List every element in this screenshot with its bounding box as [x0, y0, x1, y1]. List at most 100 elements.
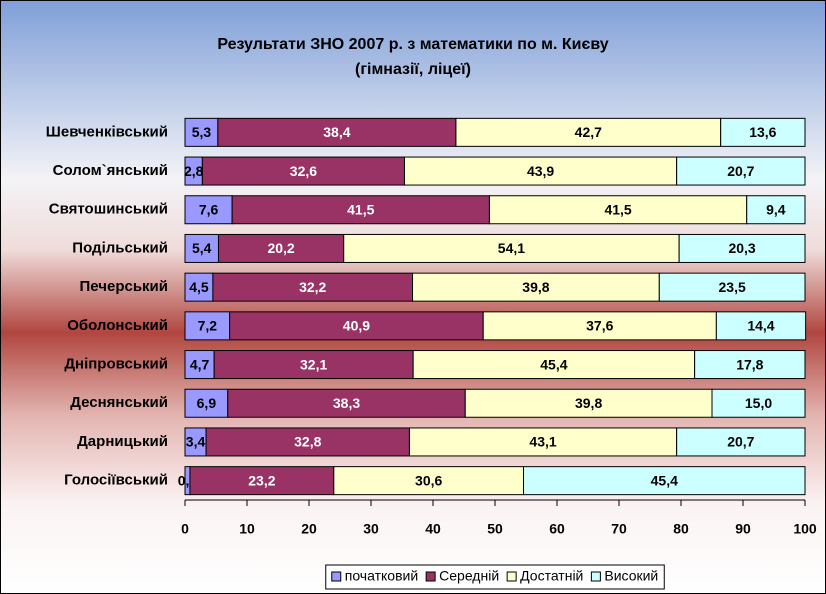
bar-segment: [711, 388, 806, 418]
data-label: 6,9: [197, 395, 217, 411]
legend: початковий Середній Достатній Високий: [325, 564, 665, 590]
bar-segment: [184, 233, 219, 263]
x-tick-label: 30: [363, 521, 379, 537]
x-tick-label: 60: [549, 521, 565, 537]
bar-segment: [229, 311, 484, 341]
data-label: 32,8: [294, 434, 321, 450]
legend-label: початковий: [345, 568, 418, 584]
bar-segment: [343, 233, 680, 263]
legend-box: [325, 564, 665, 590]
bar-segment: [715, 311, 807, 341]
bar-segment: [217, 117, 457, 147]
bar-segment: [464, 388, 713, 418]
x-tick-label: 50: [487, 521, 503, 537]
data-label: 14,4: [747, 318, 774, 334]
bar-segment: [488, 195, 748, 225]
data-label: 7,2: [198, 318, 218, 334]
data-label: 39,8: [522, 279, 549, 295]
y-tick-label: Подільський: [72, 239, 168, 256]
data-label: 20,3: [728, 240, 755, 256]
x-tick-label: 20: [301, 521, 317, 537]
x-tick-label: 80: [673, 521, 689, 537]
x-tick-label: 10: [239, 521, 255, 537]
x-tick-label: 90: [735, 521, 751, 537]
x-tick-label: 70: [611, 521, 627, 537]
legend-swatch: [506, 571, 517, 582]
bar-segment: [482, 311, 717, 341]
data-label: 17,8: [736, 356, 763, 372]
bar-segment: [678, 233, 806, 263]
bar-segment: [212, 272, 414, 302]
data-label: 43,9: [527, 163, 554, 179]
data-label: 2,8: [184, 163, 204, 179]
data-label: 20,2: [267, 240, 294, 256]
data-label: 43,1: [529, 434, 556, 450]
data-label: 13,6: [749, 124, 776, 140]
legend-swatch: [425, 571, 436, 582]
data-label: 32,6: [290, 163, 317, 179]
bar-segment: [227, 388, 466, 418]
data-label: 7,6: [199, 201, 219, 217]
bar-segment: [184, 117, 219, 147]
y-tick-label: Печерський: [80, 278, 168, 295]
bar-segment: [746, 195, 806, 225]
data-label: 32,2: [299, 279, 326, 295]
data-label: 9,4: [766, 201, 786, 217]
legend-swatch: [331, 571, 342, 582]
bar-segment: [333, 466, 525, 496]
data-label: 32,1: [300, 356, 327, 372]
y-tick-label: Шевченківський: [46, 123, 168, 140]
x-tick-label: 100: [793, 521, 817, 537]
bar-segment: [676, 427, 806, 457]
data-label: 23,2: [248, 472, 275, 488]
data-label: 38,3: [333, 395, 360, 411]
y-tick-label: Деснянський: [70, 394, 168, 411]
legend-label: Середній: [439, 568, 499, 584]
bar-segment: [213, 350, 414, 380]
bar-segment: [676, 156, 806, 186]
data-label: 42,7: [575, 124, 602, 140]
x-tick-label: 0: [181, 521, 189, 537]
data-label: 5,3: [192, 124, 212, 140]
y-tick-label: Солом`янський: [53, 162, 168, 179]
legend-label: Високий: [604, 568, 658, 584]
bar-segment: [523, 466, 806, 496]
data-label: 45,4: [540, 356, 567, 372]
data-label: 54,1: [498, 240, 525, 256]
bar-segment: [184, 195, 233, 225]
data-label: 38,4: [323, 124, 350, 140]
legend-label: Достатній: [520, 568, 583, 584]
y-tick-label: Дніпровський: [64, 356, 168, 373]
data-label: 41,5: [347, 201, 374, 217]
bar-segment: [217, 233, 345, 263]
bar-segment: [720, 117, 806, 147]
data-label: 5,4: [192, 240, 212, 256]
y-tick-label: Голосіївський: [64, 472, 168, 489]
data-label: 37,6: [586, 318, 613, 334]
bar-segment: [694, 350, 806, 380]
y-tick-label: Оболонський: [67, 317, 168, 334]
data-label: 4,7: [190, 356, 210, 372]
data-label: 4,5: [189, 279, 209, 295]
data-label: 20,7: [727, 163, 754, 179]
data-label: 23,5: [719, 279, 746, 295]
chart-title: Результати ЗНО 2007 р. з математики по м…: [217, 36, 608, 53]
data-label: 3,4: [186, 434, 206, 450]
bar-segment: [231, 195, 490, 225]
data-label: 15,0: [745, 395, 772, 411]
x-tick-label: 40: [425, 521, 441, 537]
chart-subtitle: (гімназії, ліцеї): [355, 61, 471, 78]
bar-segment: [184, 272, 214, 302]
data-label: 39,8: [575, 395, 602, 411]
data-label: 30,6: [415, 472, 442, 488]
data-label: 40,9: [343, 318, 370, 334]
bar-segment: [184, 350, 215, 380]
bar-segment: [184, 388, 229, 418]
data-label: 45,4: [651, 472, 678, 488]
data-label: 20,7: [727, 434, 754, 450]
data-label: 41,5: [604, 201, 631, 217]
legend-swatch: [590, 571, 601, 582]
bar-segment: [658, 272, 806, 302]
y-tick-label: Святошинський: [49, 201, 168, 218]
